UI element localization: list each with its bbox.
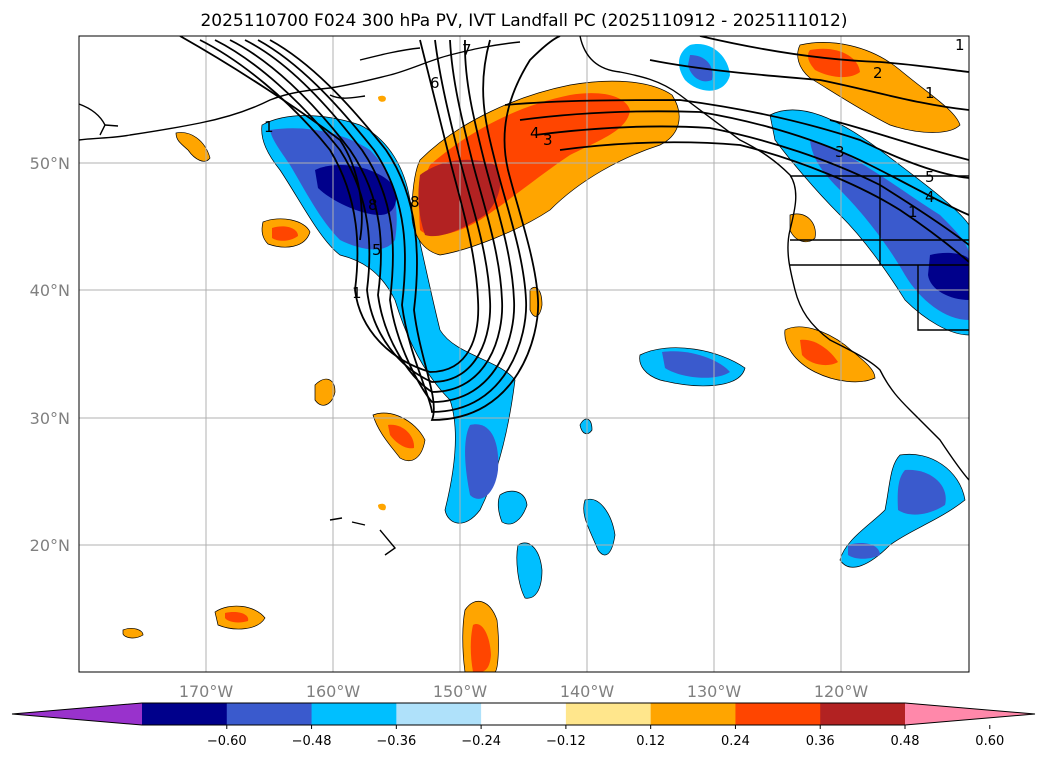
contour-labels: 7 6 1 4 3 8 8 5 1 1 2 1 3 5 4 1 [264,36,965,302]
colorbar-tick-label: 0.12 [636,734,665,749]
contour-label: 4 [530,124,540,142]
graticule [79,36,969,672]
contour-label: 3 [835,143,845,161]
contour-label: 7 [462,41,472,59]
colorbar-tick-label: −0.36 [376,734,416,749]
colorbar-tick-label: −0.24 [461,734,501,749]
contour-label: 1 [352,284,362,302]
lat-label: 50°N [30,154,70,173]
lon-label: 130°W [687,682,742,701]
latitude-labels: 20°N 30°N 40°N 50°N [30,154,70,555]
contour-label: 2 [873,64,883,82]
colorbar-extend-low [12,703,142,725]
contour-label: 3 [543,131,553,149]
contour-label: 1 [955,36,965,54]
lon-label: 140°W [560,682,615,701]
contour-label: 1 [925,84,935,102]
colorbar-tick-label: 0.60 [975,734,1004,749]
contour-label: 1 [264,118,274,136]
contour-label: 4 [925,188,935,206]
lat-label: 20°N [30,536,70,555]
colorbar-outline [11,702,1036,726]
lon-label: 160°W [306,682,361,701]
contour-label: 5 [925,168,935,186]
lat-label: 30°N [30,409,70,428]
colorbar-extend-high [905,703,1035,725]
colorbar-swatch [226,703,313,725]
pv-contours [179,36,969,421]
colorbar-tick-label: 0.36 [806,734,835,749]
map-frame [78,35,970,673]
colorbar-tick-label: −0.48 [292,734,332,749]
colorbar-tick-label: 0.24 [721,734,750,749]
coastlines [79,36,969,556]
contour-label: 5 [372,241,382,259]
colorbar-swatch [565,703,652,725]
colorbar-swatch [735,703,821,725]
colorbar-swatch [481,703,567,725]
colorbar-swatch [650,703,736,725]
positive-anomaly-shading [122,42,961,672]
lon-label: 120°W [814,682,869,701]
lon-label: 170°W [179,682,234,701]
contour-label: 8 [368,196,378,214]
lon-label: 150°W [433,682,488,701]
colorbar-swatch [142,703,228,725]
colorbar-tick-label: −0.12 [546,734,586,749]
contour-label: 1 [908,203,918,221]
contour-label: 6 [430,74,440,92]
colorbar-tick-label: −0.60 [207,734,247,749]
map-area: 7 6 1 4 3 8 8 5 1 1 2 1 3 5 4 1 [79,36,969,672]
lat-label: 40°N [30,281,70,300]
colorbar-swatch [396,703,482,725]
colorbar-swatch [820,703,906,725]
colorbar: −0.60 −0.48 −0.36 −0.24 −0.12 0.12 0.24 0.36 0.4… [11,702,1036,749]
map-title: 2025110700 F024 300 hPa PV, IVT Landfall… [200,11,847,31]
colorbar-swatch [311,703,397,725]
longitude-labels: 170°W 160°W 150°W 140°W 130°W 120°W [179,682,869,701]
colorbar-tick-label: 0.48 [891,734,920,749]
contour-label: 8 [410,193,420,211]
